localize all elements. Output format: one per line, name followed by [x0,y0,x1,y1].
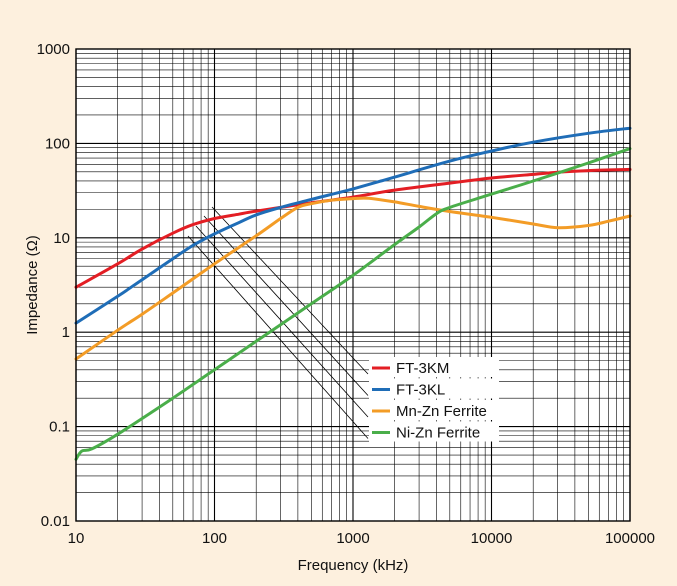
legend-label-ni-zn-ferrite: Ni-Zn Ferrite [396,425,480,442]
series-lines [74,126,632,461]
leader-line-ft-3kl [203,215,369,396]
legend-label-ft-3kl: FT-3KL [396,382,445,399]
y-tick-label: 0.1 [49,419,70,436]
series-line-ft-3km [74,167,632,289]
x-tick-labels: 10 100 1000 10000 100000 [68,530,655,547]
y-tick-label: 0.01 [41,513,70,530]
plot-frame [75,48,631,522]
y-tick-label: 1000 [37,41,70,58]
y-axis-title: Impedance (Ω) [24,235,41,335]
x-tick-label: 10 [68,530,85,547]
legend-bg-ft-3kl [369,378,499,399]
legend-label-mn-zn-ferrite: Mn-Zn Ferrite [396,403,487,420]
leader-line-ft-3km [211,206,369,375]
y-tick-label: 10 [53,230,70,247]
x-tick-label: 10000 [471,530,513,547]
x-tick-label: 100 [202,530,227,547]
y-tick-labels: 0.01 0.1 1 10 100 1000 [37,41,70,530]
y-tick-label: 1 [62,324,70,341]
legend-bg-ni-zn-ferrite [369,421,499,442]
leader-line-ni-zn-ferrite [187,235,369,439]
series-line-ni-zn-ferrite [74,147,632,461]
legend-bg-mn-zn-ferrite [369,400,499,420]
x-tick-label: 100000 [605,530,655,547]
x-tick-label: 1000 [336,530,369,547]
x-axis-title: Frequency (kHz) [298,557,409,574]
series-line-mn-zn-ferrite [74,196,632,361]
legend-label-ft-3km: FT-3KM [396,360,449,377]
legend: FT-3KM FT-3KL Mn-Zn Ferrite Ni-Zn Ferrite [369,357,499,442]
y-tick-label: 100 [45,135,70,152]
legend-bg-ft-3km [369,357,499,377]
series-line-ft-3kl [74,126,632,325]
